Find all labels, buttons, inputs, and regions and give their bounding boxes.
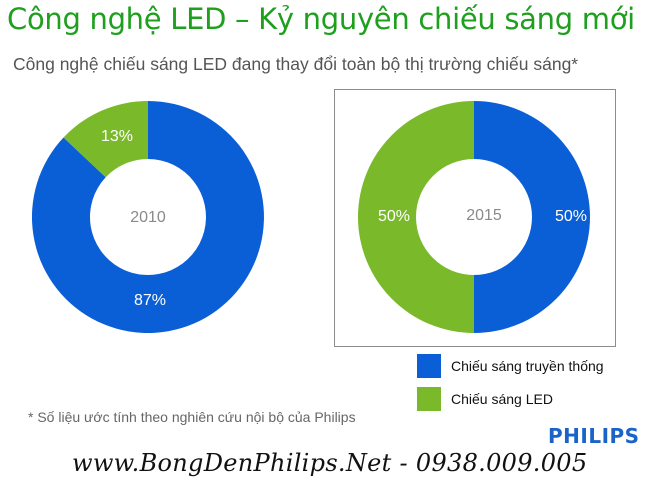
label-traditional-2010: 87%: [133, 292, 167, 309]
legend-swatch-traditional: [417, 354, 441, 378]
page-title: Công nghệ LED – Kỷ nguyên chiếu sáng mới: [7, 2, 635, 36]
legend-item-traditional: Chiếu sáng truyền thống: [417, 354, 604, 378]
label-traditional-2015: 50%: [554, 208, 588, 225]
donut-chart-2010: [32, 101, 264, 333]
legend-item-led: Chiếu sáng LED: [417, 387, 553, 411]
donut-chart-2015: [358, 101, 590, 333]
legend-label-traditional: Chiếu sáng truyền thống: [451, 358, 604, 374]
philips-logo: PHILIPS: [548, 424, 640, 448]
label-led-2015: 50%: [377, 208, 411, 225]
website-watermark: www.BongDenPhilips.Net - 0938.009.005: [72, 449, 588, 477]
slice-traditional-2015: [474, 101, 590, 333]
chart-frame-2015: [334, 89, 616, 347]
legend-swatch-led: [417, 387, 441, 411]
page-subtitle: Công nghệ chiếu sáng LED đang thay đổi t…: [13, 54, 579, 74]
slice-traditional-2010: [32, 101, 264, 333]
chart-year-2015: 2015: [466, 207, 502, 224]
label-led-2010: 13%: [100, 128, 134, 145]
chart-year-2010: 2010: [130, 209, 166, 226]
slice-led-2010: [63, 101, 148, 178]
slice-led-2015: [358, 101, 474, 333]
legend-label-led: Chiếu sáng LED: [451, 391, 553, 407]
footnote: * Số liệu ước tính theo nghiên cứu nội b…: [28, 409, 356, 425]
